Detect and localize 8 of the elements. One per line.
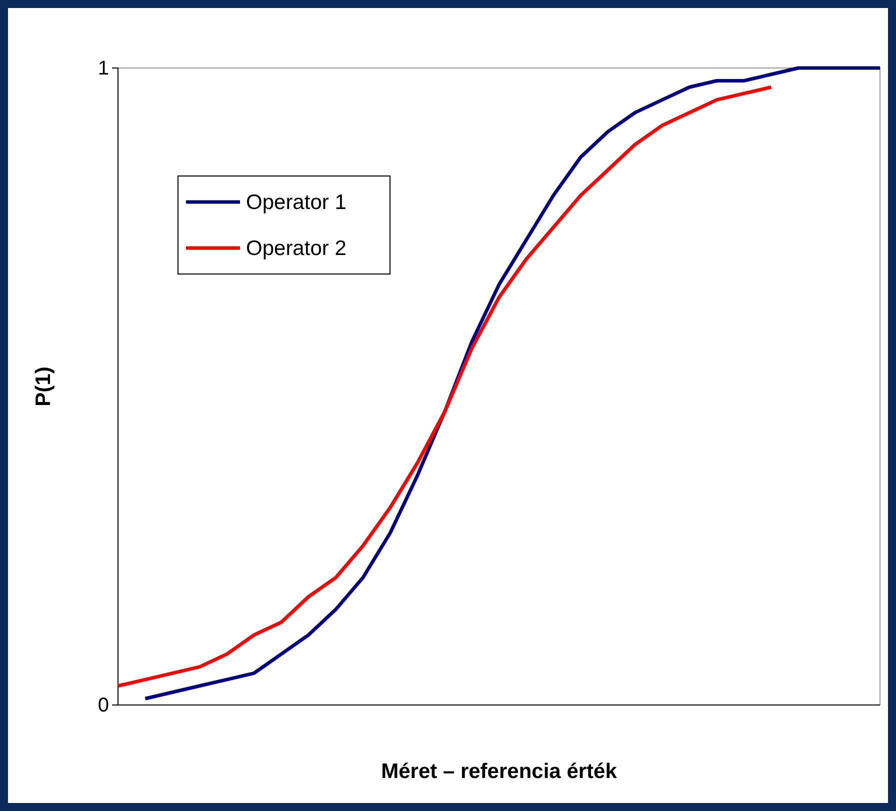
y-axis-title: P(1) xyxy=(32,366,55,406)
y-tick-label: 1 xyxy=(98,57,109,80)
line-series xyxy=(143,66,882,700)
x-axis-title: Méret – referencia érték xyxy=(381,760,618,783)
legend-label: Operator 1 xyxy=(246,191,346,214)
legend-label: Operator 2 xyxy=(246,237,346,260)
line-series xyxy=(116,85,773,688)
y-tick-label: 0 xyxy=(98,694,109,716)
